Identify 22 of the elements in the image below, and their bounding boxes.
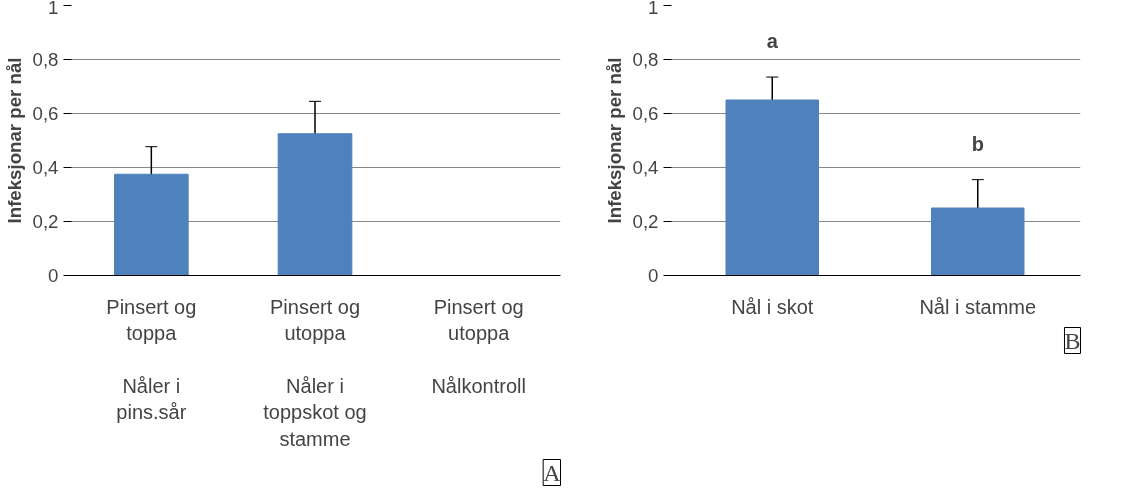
category-label: Pinsert og toppa Nåler i pins.sår	[106, 295, 197, 424]
x-tick-label: Nål i skot	[731, 295, 814, 318]
y-tick-label: 0,2	[632, 211, 659, 232]
annotation: a	[766, 30, 779, 53]
annotation: b	[971, 132, 984, 155]
y-tick-label: 0,8	[632, 49, 659, 70]
y-tick-label: 0,6	[632, 103, 659, 124]
y-tick-label: 0	[48, 265, 59, 286]
y-tick-label: 0,4	[632, 157, 659, 178]
y-tick-label: 0	[648, 265, 659, 286]
y-tick-label: 0,2	[32, 211, 59, 232]
y-tick-label: 0,8	[32, 49, 59, 70]
y-tick-label: 1	[48, 0, 59, 18]
y-axis-title: Infeksjonar per nål	[3, 57, 25, 224]
text: B	[1064, 327, 1081, 354]
x-tick-label: Nål i stamme	[919, 295, 1037, 318]
y-tick-label: 1	[648, 0, 659, 18]
y-tick-label: 0,4	[32, 157, 59, 178]
category-label: Pinsert og utoppa Nåler i toppskot og stamme	[263, 295, 367, 450]
y-tick-label: 0,6	[32, 103, 59, 124]
y-axis-title: Infeksjonar per nål	[603, 57, 625, 224]
category-label: Pinsert og utoppa Nålkontroll	[431, 295, 526, 397]
